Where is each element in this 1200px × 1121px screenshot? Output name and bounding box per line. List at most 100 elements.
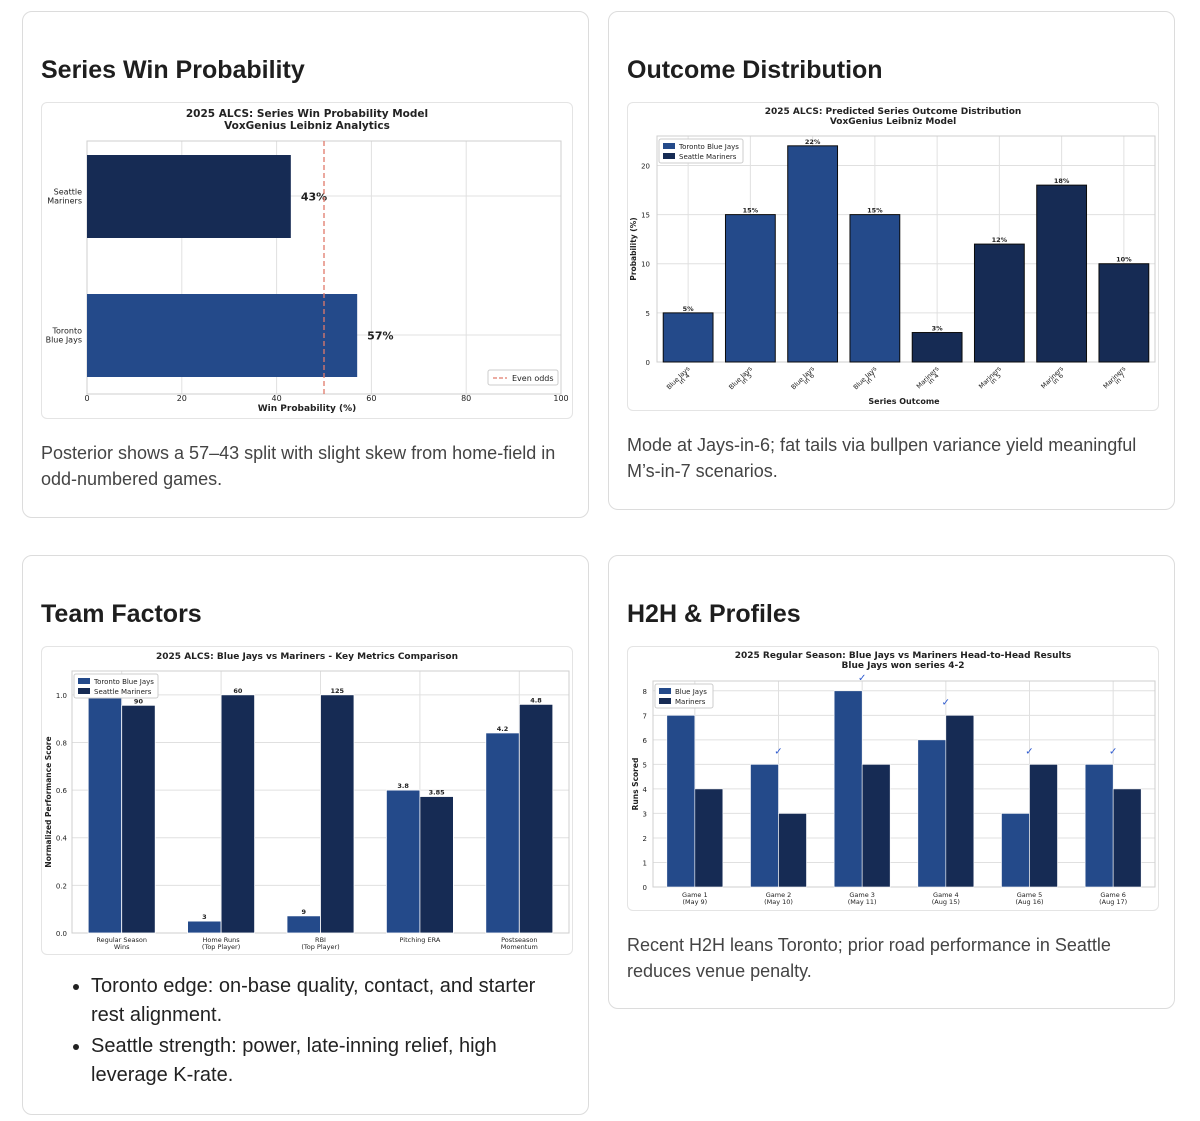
bar-mariners: [778, 813, 807, 888]
factors-bullet-list: Toronto edge: on-base quality, contact, …: [41, 972, 574, 1092]
winner-check-icon: ✓: [1025, 746, 1033, 757]
winner-check-icon: ✓: [1109, 746, 1117, 757]
x-category-label: (Top Player): [301, 943, 339, 951]
y-tick-label: 1: [643, 859, 647, 867]
chart-subtitle: VoxGenius Leibniz Model: [830, 117, 956, 127]
chart-title: 2025 ALCS: Series Win Probability Model: [186, 108, 428, 120]
series-win-card: Series Win Probability 2025 ALCS: Series…: [22, 11, 589, 518]
bar-mariners: [121, 704, 156, 934]
bar-mariners: [861, 764, 891, 888]
bar-mariners: [419, 796, 454, 934]
bar-value-label: 4.8: [530, 696, 542, 704]
x-tick-label: 40: [272, 394, 282, 403]
bar-value-label: 60: [233, 687, 243, 695]
y-tick-label: 7: [643, 712, 647, 720]
legend-swatch: [663, 153, 675, 159]
h2h-caption: Recent H2H leans Toronto; prior road per…: [627, 935, 1111, 981]
series-win-chart: 2025 ALCS: Series Win Probability ModelV…: [46, 108, 569, 414]
y-tick-label: 0.6: [56, 787, 68, 795]
bar-blue_jays: [485, 732, 520, 934]
bar-value-label: 15%: [743, 207, 759, 215]
bar-blue_jays: [917, 739, 947, 888]
bar-value-label: 12%: [992, 236, 1008, 244]
y-tick-label: 5: [646, 310, 650, 318]
y-category-label: Mariners: [47, 197, 82, 206]
y-tick-label: 6: [643, 737, 648, 745]
y-tick-label: 4: [643, 786, 648, 794]
bar-blue_jays: [787, 145, 839, 363]
x-tick-label: 20: [177, 394, 187, 403]
chart-title: 2025 ALCS: Blue Jays vs Mariners - Key M…: [156, 652, 458, 662]
y-tick-label: 0.4: [56, 835, 68, 843]
winner-check-icon: ✓: [858, 673, 866, 684]
chart-title: 2025 ALCS: Predicted Series Outcome Dist…: [765, 107, 1022, 117]
bar-value-label: 125: [330, 687, 344, 695]
y-tick-label: 0: [643, 884, 647, 892]
bar-mariners: [973, 243, 1025, 363]
bar-blue_jays: [833, 690, 863, 888]
factors-heading: Team Factors: [41, 600, 202, 628]
x-category-label: RBI: [315, 936, 326, 944]
legend-label: Even odds: [512, 374, 554, 383]
bar-value-label: 90: [134, 697, 144, 705]
bar-blue_jays: [662, 312, 714, 363]
bar-value-label: 43%: [301, 191, 327, 204]
legend-label: Toronto Blue Jays: [93, 678, 154, 686]
x-category-label: (Aug 15): [932, 898, 960, 906]
bar-mariners: [518, 703, 554, 934]
outcome-card: Outcome Distribution 2025 ALCS: Predicte…: [608, 11, 1175, 510]
y-tick-label: 15: [641, 212, 650, 220]
y-category-label: Blue Jays: [46, 336, 82, 345]
bar-blue_jays: [87, 694, 123, 934]
bar-value-label: 5%: [683, 305, 695, 313]
bar-blue_jays: [666, 715, 696, 888]
factors-bullet-toronto: Toronto edge: on-base quality, contact, …: [91, 972, 574, 1030]
bar-value-label: 3.85: [429, 789, 446, 797]
chart-subtitle: Blue Jays won series 4-2: [842, 661, 965, 671]
series-win-heading: Series Win Probability: [41, 56, 305, 84]
y-tick-label: 3: [643, 810, 647, 818]
y-tick-label: 2: [643, 835, 647, 843]
y-axis-title: Runs Scored: [631, 758, 640, 811]
y-tick-label: 8: [643, 688, 647, 696]
factors-chart: 2025 ALCS: Blue Jays vs Mariners - Key M…: [44, 652, 570, 951]
legend-swatch: [78, 688, 90, 694]
x-axis-title: Win Probability (%): [258, 404, 357, 414]
legend-label: Seattle Mariners: [679, 153, 737, 161]
x-category-label: (May 9): [682, 898, 707, 906]
plot-frame: [656, 135, 1156, 363]
bar-mariners: [1029, 764, 1058, 888]
h2h-heading: H2H & Profiles: [627, 600, 801, 628]
x-category-label: Game 2: [766, 891, 792, 899]
bar-blue_jays: [385, 789, 421, 934]
bar-value-label: 4.2: [497, 725, 509, 733]
x-category-label: (Aug 16): [1015, 898, 1043, 906]
x-category-label: Pitching ERA: [400, 936, 441, 944]
h2h-card: H2H & Profiles 2025 Regular Season: Blue…: [608, 555, 1175, 1009]
x-tick-label: 60: [366, 394, 376, 403]
legend-swatch: [78, 678, 90, 684]
x-tick-label: 100: [553, 394, 568, 403]
outcome-chart-frame: 2025 ALCS: Predicted Series Outcome Dist…: [627, 102, 1159, 411]
legend-box: [658, 138, 744, 164]
x-category-label: Game 4: [933, 891, 959, 899]
x-category-label: Regular Season: [96, 936, 147, 944]
bar-blue_jays: [286, 915, 321, 934]
x-category-label: Home Runs: [203, 936, 241, 944]
y-category-label: Seattle: [54, 188, 82, 197]
legend-box: [487, 369, 559, 386]
factors-bullet-seattle: Seattle strength: power, late-inning rel…: [91, 1032, 574, 1090]
series-win-chart-frame: 2025 ALCS: Series Win Probability Model V…: [41, 102, 573, 419]
legend-label: Seattle Mariners: [94, 688, 152, 696]
bar-value-label: 3.8: [397, 782, 409, 790]
y-tick-label: 20: [641, 162, 650, 170]
bar-value-label: 10%: [1116, 256, 1132, 264]
outcome-caption: Mode at Jays-in-6; fat tails via bullpen…: [627, 435, 1137, 481]
x-category-label: Wins: [114, 943, 130, 951]
y-axis-title: Normalized Performance Score: [44, 736, 53, 867]
legend-label: Mariners: [675, 698, 706, 706]
bar-mariners: [320, 694, 355, 934]
outcome-heading: Outcome Distribution: [627, 56, 883, 84]
x-category-label: (May 10): [764, 898, 793, 906]
bar-mariners: [87, 155, 291, 238]
